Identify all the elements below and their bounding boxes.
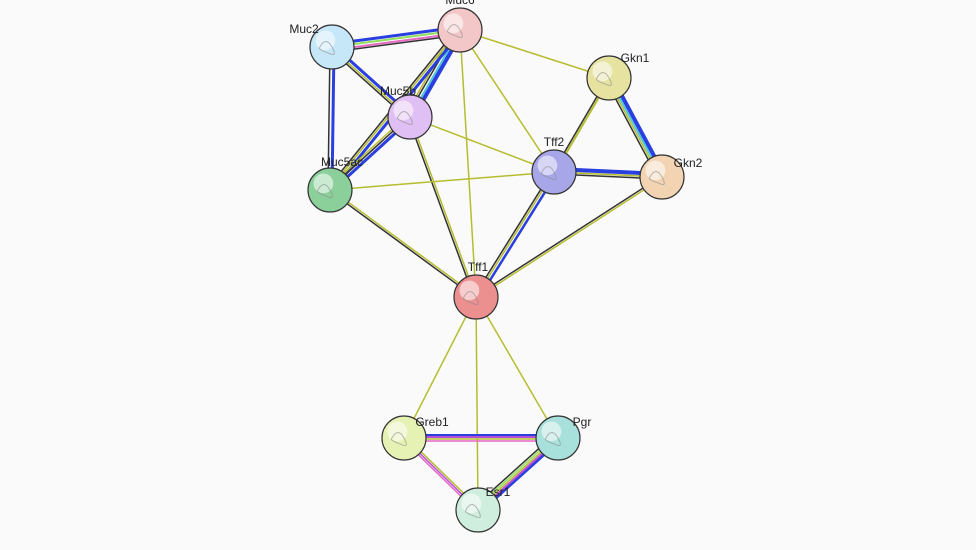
node-label: Gkn2 (674, 156, 703, 170)
node-Muc5ac[interactable]: Muc5ac (308, 155, 363, 212)
node-Pgr[interactable]: Pgr (536, 415, 591, 460)
node-label: Gkn1 (621, 51, 650, 65)
node-Muc2[interactable]: Muc2 (289, 22, 354, 69)
node-label: Muc6 (445, 0, 475, 7)
protein-network-graph: Muc2 Muc6 Gkn1 Muc5b Muc5ac Tff2 Gkn2 Tff1 Greb1… (0, 0, 976, 550)
node-Muc6[interactable]: Muc6 (438, 0, 482, 52)
edge-Muc5ac-Tff1[interactable] (329, 191, 475, 298)
node-label: Esr1 (486, 485, 511, 499)
edge-Muc6-Gkn1[interactable] (460, 30, 609, 78)
edge-Tff1-Pgr[interactable] (476, 297, 558, 438)
node-Gkn2[interactable]: Gkn2 (640, 155, 703, 199)
node-Gkn1[interactable]: Gkn1 (587, 51, 650, 100)
edge-Tff1-Esr1[interactable] (476, 297, 478, 510)
edge-Gkn2-Tff1[interactable] (475, 176, 661, 296)
node-label: Muc2 (289, 22, 319, 36)
edge-Gkn2-Tff1[interactable] (477, 178, 663, 298)
node-label: Pgr (573, 415, 592, 429)
node-label: Tff1 (468, 260, 489, 274)
node-label: Greb1 (415, 415, 449, 429)
node-label: Tff2 (544, 135, 565, 149)
edge-Muc5b-Tff2[interactable] (410, 117, 554, 172)
edge-Muc6-Tff2[interactable] (460, 30, 554, 172)
node-label: Muc5b (380, 84, 416, 98)
node-Esr1[interactable]: Esr1 (456, 485, 511, 532)
edge-Muc6-Tff1[interactable] (460, 30, 476, 297)
node-label: Muc5ac (321, 155, 363, 169)
edge-Muc5ac-Tff2[interactable] (330, 172, 554, 190)
